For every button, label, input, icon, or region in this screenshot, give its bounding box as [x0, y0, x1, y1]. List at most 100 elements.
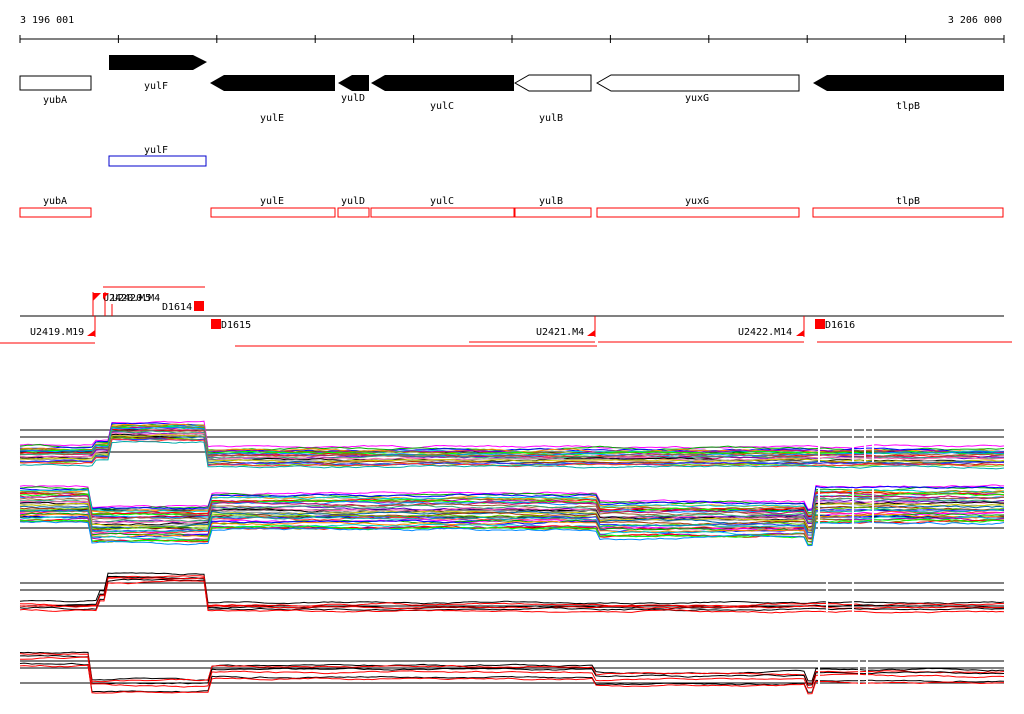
gene-yulE[interactable]: yulE: [210, 75, 335, 124]
feature-box: [514, 207, 592, 218]
expression-line: [19, 429, 1005, 460]
expression-lines: [19, 572, 1005, 614]
gene-yubA[interactable]: yubA: [19, 75, 92, 106]
probe-marker: [211, 319, 221, 329]
gene-label: yulD: [341, 93, 365, 104]
gap-mark: [858, 656, 860, 690]
probe-track: U2419.M19 U2420.M5 U2420.M4 D1614 D1615 …: [0, 286, 1012, 347]
probe-U2420.M4[interactable]: U2420.M4: [103, 292, 160, 316]
feature-yuxG-red[interactable]: yuxG: [596, 196, 800, 218]
probe-label: U2420.M4: [112, 293, 160, 304]
expression-line: [19, 506, 1005, 533]
gene-arrow: [813, 75, 1004, 91]
probe-D1615[interactable]: D1615: [211, 319, 251, 331]
gene-yulF[interactable]: yulF: [109, 55, 207, 92]
expression-line: [20, 426, 1005, 457]
gene-arrow: [210, 75, 335, 91]
expression-line: [19, 505, 1005, 531]
feature-yubA-red[interactable]: yubA: [19, 196, 92, 218]
probe-marker: [815, 319, 825, 329]
expression-line: [19, 652, 1005, 685]
expression-line: [19, 485, 1005, 511]
probe-U2422.M14[interactable]: U2422.M14: [738, 316, 805, 338]
gene-yulC[interactable]: yulC: [371, 75, 514, 112]
probe-label: U2422.M14: [738, 327, 792, 338]
expression-panel-3: [19, 572, 1005, 614]
feature-yulF-blue[interactable]: yulF: [108, 145, 207, 167]
probe-marker: [87, 330, 95, 336]
expression-line: [19, 426, 1005, 456]
gene-label: yulE: [260, 113, 284, 124]
feature-box: [19, 207, 92, 218]
expression-line: [19, 486, 1005, 513]
probe-label: D1615: [221, 320, 251, 331]
gap-mark: [818, 420, 820, 462]
expression-line: [19, 430, 1004, 459]
expression-line: [19, 575, 1005, 607]
gene-yuxG[interactable]: yuxG: [595, 74, 800, 104]
probe-D1614[interactable]: D1614: [162, 301, 204, 313]
gene-tlpB[interactable]: tlpB: [813, 75, 1004, 112]
expression-line: [19, 513, 1005, 541]
expression-panel-4: [19, 651, 1005, 695]
expression-line: [19, 578, 1005, 612]
gene-label: yubA: [43, 95, 67, 106]
expression-lines: [19, 420, 1005, 470]
probe-marker: [93, 293, 101, 301]
probe-marker: [587, 330, 595, 336]
feature-box: [596, 207, 800, 218]
gene-yulD[interactable]: yulD: [338, 75, 369, 104]
gap-mark: [852, 488, 854, 536]
gene-track: yubA yulF yulE yulD yulC yulB yuxG tlpB: [19, 55, 1004, 124]
expression-line: [19, 420, 1005, 449]
feature-box: [108, 155, 207, 167]
gene-label: yuxG: [685, 93, 709, 104]
feature-tlpB-red[interactable]: tlpB: [812, 196, 1004, 218]
probe-label: D1616: [825, 320, 855, 331]
expression-line: [19, 508, 1005, 536]
feature-yulB-red[interactable]: yulB: [514, 196, 592, 218]
feature-yulD-red[interactable]: yulD: [337, 196, 370, 218]
gene-arrow: [109, 55, 207, 70]
gene-label: yulC: [430, 101, 454, 112]
feature-label: tlpB: [896, 196, 920, 207]
probe-U2421.M4[interactable]: U2421.M4: [536, 316, 596, 338]
ruler: 3 196 001 3 206 000: [19, 15, 1005, 43]
feature-label: yulC: [430, 196, 454, 207]
feature-yulE-red[interactable]: yulE: [210, 196, 336, 218]
gene-yulB[interactable]: yulB: [513, 74, 592, 124]
feature-yulC-red[interactable]: yulC: [370, 196, 515, 218]
gene-box: [19, 75, 92, 91]
probe-D1616[interactable]: D1616: [815, 319, 855, 331]
feature-box: [370, 207, 515, 218]
expression-line: [19, 520, 1005, 547]
gap-mark: [866, 656, 868, 690]
expression-line: [19, 519, 1005, 546]
blue-feature-track: yulF: [108, 145, 207, 167]
expression-panel-1: [19, 420, 1005, 470]
expression-line: [19, 510, 1005, 536]
expression-line: [20, 656, 1005, 689]
expression-line: [19, 491, 1005, 519]
probe-U2420.M5[interactable]: U2420.M5: [92, 292, 151, 316]
ruler-ticks: [19, 35, 1005, 43]
gap-mark: [818, 488, 820, 536]
red-feature-track: yubA yulE yulD yulC yulB yuxG tlpB: [19, 196, 1004, 218]
gene-arrow: [338, 75, 369, 91]
expression-line: [19, 572, 1005, 605]
expression-line: [19, 579, 1005, 614]
gene-arrow: [513, 74, 592, 92]
data-gap-marks: [818, 420, 874, 690]
feature-label: yubA: [43, 196, 67, 207]
expression-line: [19, 654, 1005, 686]
expression-line: [19, 440, 1005, 470]
ruler-start-label: 3 196 001: [20, 15, 74, 26]
gene-arrow: [371, 75, 514, 91]
expression-panel-2: [19, 484, 1005, 547]
probe-U2419.M19[interactable]: U2419.M19: [30, 316, 96, 338]
expression-line: [19, 494, 1005, 521]
feature-label: yulD: [341, 196, 365, 207]
gap-mark: [826, 578, 828, 612]
probe-marker: [103, 293, 109, 299]
